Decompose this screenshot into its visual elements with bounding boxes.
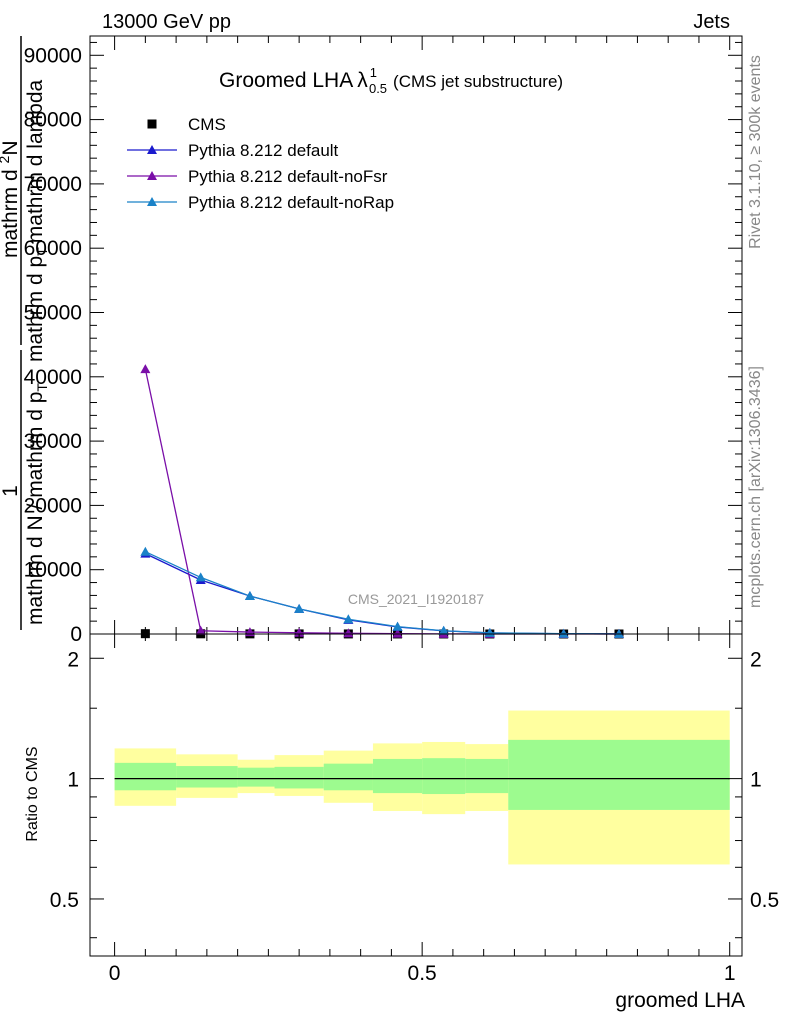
legend-label: Pythia 8.212 default-noRap [188, 193, 394, 212]
x-tick-label: 1 [724, 962, 736, 985]
main-y-tick-label: 30000 [24, 430, 82, 453]
data-point [558, 628, 569, 638]
ratio-axis-ticks [90, 634, 742, 956]
ylabel-numerator-2: mathrm d 2N [0, 141, 22, 259]
data-point [343, 614, 354, 624]
ylabel-den1-sub: T [34, 383, 50, 392]
ylabel-den1-text: mathrm d N / mathrm d [24, 409, 47, 625]
ratio-x-tick-labels: 0 0.5 1 [109, 962, 736, 985]
legend-entry-2: Pythia 8.212 default-noFsr [127, 167, 388, 186]
main-y-tick-label: 80000 [24, 109, 82, 132]
ratio-inner-band [323, 763, 373, 791]
ylabel-denominator-2: mathrm d pTmathrm d lambda [24, 80, 50, 362]
plot-title: Groomed LHA λ 1 0.5 (CMS jet substructure) [219, 65, 563, 96]
series-line [145, 551, 619, 635]
ratio-y-tick-label-right: 1 [750, 769, 762, 792]
legend-label: Pythia 8.212 default-noFsr [188, 167, 388, 186]
ratio-panel: 0.5 0.51 12 2 0 0.5 1 Ratio to CMS groomed LH… [24, 633, 779, 1012]
main-y-tick-label: 40000 [24, 366, 82, 389]
ylabel-den2-p: p [24, 256, 47, 268]
main-y-tick-label: 70000 [24, 173, 82, 196]
legend-entry-1: Pythia 8.212 default [127, 141, 339, 160]
ratio-inner-band [422, 758, 466, 795]
data-point [294, 603, 305, 613]
data-point [195, 572, 206, 582]
plot-subtitle: (CMS jet substructure) [393, 72, 563, 91]
main-y-tick-label: 10000 [24, 559, 82, 582]
main-y-tick-labels: 0 10000 20000 30000 40000 50000 60000 70000 8000… [24, 44, 82, 646]
ylabel-den2-lambda: mathrm d lambda [24, 80, 47, 244]
ylabel-den1-p: p [24, 392, 47, 404]
ylabel-num2-n: N [0, 141, 22, 156]
ratio-y-tick-label: 2 [67, 648, 79, 671]
header-observable-class: Jets [693, 11, 730, 33]
rivet-version-label: Rivet 3.1.10, ≥ 300k events [747, 55, 764, 249]
ratio-y-tick-label: 0.5 [50, 889, 79, 912]
plot-title-lambda: λ [357, 69, 368, 92]
main-y-tick-label: 0 [70, 623, 82, 646]
x-tick-label: 0.5 [408, 962, 437, 985]
plot-title-sub: 0.5 [369, 81, 387, 96]
legend-entry-0: CMS [147, 115, 226, 134]
data-point [392, 628, 403, 638]
data-point [195, 625, 206, 635]
ratio-y-tick-label-right: 0.5 [750, 889, 779, 912]
legend-label: CMS [188, 115, 226, 134]
main-y-tick-label: 20000 [24, 494, 82, 517]
main-y-tick-label: 90000 [24, 44, 82, 67]
ylabel-den2-text: mathrm d [24, 273, 47, 362]
mcplots-url-label: mcplots.cern.ch [arXiv:1306.3436] [747, 366, 764, 608]
data-point [244, 591, 255, 601]
ratio-inner-band [465, 758, 509, 794]
ratio-inner-band [176, 766, 238, 788]
ratio-y-tick-label: 1 [67, 769, 79, 792]
data-point [343, 628, 354, 638]
main-y-tick-label: 50000 [24, 301, 82, 324]
ratio-y-axis-label: Ratio to CMS [24, 746, 41, 841]
x-tick-label: 0 [109, 962, 121, 985]
legend-marker [147, 145, 157, 154]
plot-title-sup: 1 [370, 65, 377, 80]
legend-marker [147, 197, 157, 206]
ratio-inner-band [372, 758, 423, 794]
main-panel: 0 10000 20000 30000 40000 50000 60000 70000 8000… [0, 35, 743, 646]
ratio-bands-layer [114, 710, 730, 865]
data-point [484, 627, 495, 637]
ylabel-denominator-1: mathrm d N / mathrm d pT [24, 383, 50, 625]
x-axis-label: groomed LHA [615, 989, 745, 1012]
legend-label: Pythia 8.212 default [188, 141, 339, 160]
plot-title-text: Groomed LHA [219, 69, 353, 92]
data-point [140, 546, 151, 556]
ratio-y-tick-label-right: 2 [750, 648, 762, 671]
data-point [392, 621, 403, 631]
analysis-watermark: CMS_2021_I1920187 [348, 591, 484, 607]
legend-marker [147, 171, 157, 180]
header-process: 13000 GeV pp [102, 11, 231, 33]
data-point [613, 628, 624, 638]
ratio-inner-band [274, 766, 324, 789]
ylabel-den2-sub: T [34, 247, 50, 256]
ylabel-num2-text: mathrm d [0, 169, 22, 258]
main-y-tick-label: 60000 [24, 237, 82, 260]
data-point [438, 625, 449, 635]
ylabel-num2-sup: 2 [0, 155, 12, 163]
legend: CMS Pythia 8.212 default Pythia 8.212 defa… [127, 115, 394, 212]
main-y-axis-label: 1 mathrm d N / mathrm d pT mathrm d 2N m… [0, 36, 50, 630]
ratio-inner-band [114, 762, 177, 791]
ratio-y-tick-labels: 0.5 0.5 1 1 2 2 [50, 648, 779, 912]
series-3 [140, 546, 624, 638]
ratio-inner-band [508, 739, 730, 810]
ratio-inner-band [237, 767, 275, 787]
legend-marker [147, 119, 157, 129]
legend-entry-3: Pythia 8.212 default-noRap [127, 193, 394, 212]
ylabel-numerator-1: 1 [0, 485, 22, 497]
ratio-panel-frame [89, 633, 743, 957]
data-point [140, 364, 151, 374]
